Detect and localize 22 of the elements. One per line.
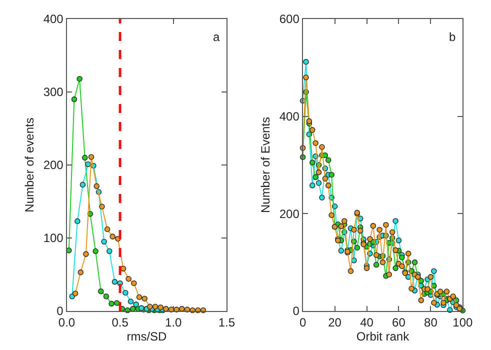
- x-axis-title: Orbit rank: [356, 329, 410, 344]
- x-tick-label: 1.5: [218, 315, 236, 330]
- y-tick-label: 200: [279, 206, 300, 221]
- x-axis-title: rms/SD: [126, 329, 168, 344]
- x-tick-label: 40: [360, 315, 374, 330]
- x-tick-label: 100: [452, 315, 474, 330]
- y-tick-label: 100: [43, 231, 64, 246]
- x-tick-label: 80: [424, 315, 438, 330]
- y-tick-label: 200: [43, 158, 64, 172]
- y-tick-label: 600: [279, 12, 300, 26]
- annotation: a: [213, 30, 220, 44]
- annotation: b: [449, 30, 456, 44]
- x-tick-label: 20: [328, 315, 342, 330]
- y-tick-label: 0: [292, 304, 300, 318]
- y-tick-label: 400: [43, 12, 64, 26]
- y-tick-label: 300: [43, 85, 64, 100]
- y-axis-title: Number of Events: [258, 116, 273, 214]
- x-tick-label: 1.0: [165, 315, 182, 330]
- x-tick-label: 60: [392, 315, 406, 330]
- y-tick-label: 400: [279, 110, 300, 124]
- y-axis-title: Number of events: [22, 118, 37, 212]
- x-tick-label: 0.5: [112, 315, 129, 330]
